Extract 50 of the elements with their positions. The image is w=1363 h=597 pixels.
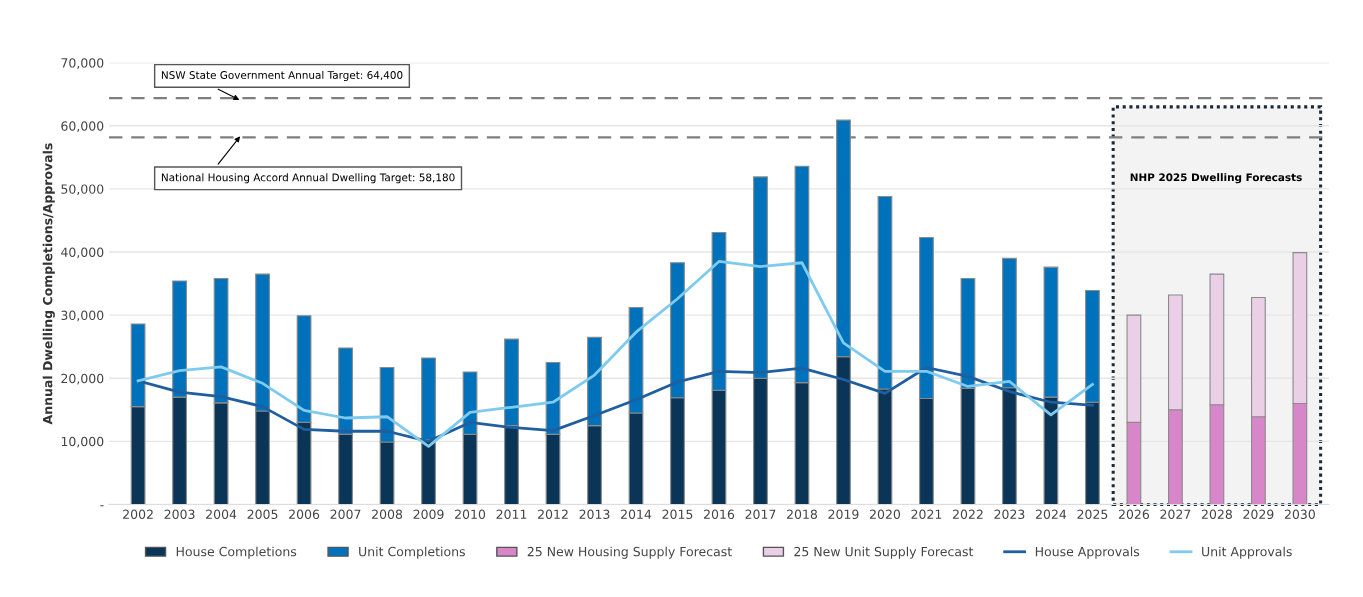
legend-label: 25 New Unit Supply Forecast: [794, 546, 974, 559]
x-tick-label: 2012: [538, 509, 568, 519]
y-tick-label: -: [100, 505, 104, 507]
x-tick-label: 2007: [330, 509, 361, 519]
ref-line-label: National Housing Accord Annual Dwelling Target: 58,180: [161, 173, 455, 184]
x-tick-label: 2020: [869, 509, 901, 519]
bar: [421, 357, 436, 441]
x-tick-label: 2019: [828, 509, 859, 519]
x-tick-label: 2026: [1118, 509, 1150, 519]
x-tick-label: 2004: [206, 509, 237, 519]
legend-label: Unit Completions: [359, 546, 465, 559]
y-tick-label: 60,000: [61, 121, 104, 132]
x-tick-label: 2009: [413, 509, 444, 519]
line-series: [136, 366, 1094, 443]
legend-label: House Approvals: [1035, 546, 1140, 559]
x-tick-label: 2030: [1284, 509, 1315, 519]
line-series: [136, 260, 1094, 448]
legend-label: House Completions: [176, 546, 297, 559]
x-tick-label: 2006: [289, 509, 320, 519]
x-tick-label: 2010: [455, 509, 486, 519]
x-tick-label: 2003: [164, 509, 195, 519]
x-tick-label: 2017: [745, 509, 776, 519]
legend-label: Unit Approvals: [1202, 546, 1292, 559]
x-tick-label: 2014: [621, 509, 652, 519]
x-tick-label: 2021: [911, 509, 942, 519]
band-label: NHP 2025 Dwelling Forecasts: [1130, 173, 1302, 184]
x-tick-label: 2005: [247, 509, 278, 519]
x-tick-label: 2025: [1077, 509, 1108, 519]
x-tick-label: 2015: [662, 509, 693, 519]
x-tick-label: 2027: [1160, 509, 1191, 519]
y-tick-label: 40,000: [61, 247, 104, 259]
x-tick-label: 2022: [952, 509, 983, 519]
x-tick-label: 2016: [703, 509, 735, 519]
y-tick-label: 30,000: [61, 310, 104, 322]
y-axis-title: Annual Dwelling Completions/Approvals: [42, 143, 55, 425]
x-tick-label: 2011: [496, 509, 527, 519]
x-tick-label: 2018: [786, 509, 818, 519]
y-tick-label: 20,000: [61, 373, 104, 385]
x-tick-label: 2024: [1035, 509, 1067, 519]
x-tick-label: 2002: [123, 509, 153, 519]
x-tick-label: 2029: [1243, 509, 1274, 519]
x-tick-label: 2023: [994, 509, 1025, 519]
x-tick-label: 2008: [372, 509, 403, 519]
y-tick-label: 70,000: [61, 58, 104, 69]
ref-line-label: NSW State Government Annual Target: 64,400: [161, 70, 403, 81]
x-tick-label: 2028: [1201, 509, 1232, 519]
legend-label: 25 New Housing Supply Forecast: [527, 546, 732, 559]
y-tick-label: 10,000: [61, 436, 104, 448]
y-tick-label: 50,000: [61, 184, 104, 196]
x-tick-label: 2013: [579, 509, 610, 519]
